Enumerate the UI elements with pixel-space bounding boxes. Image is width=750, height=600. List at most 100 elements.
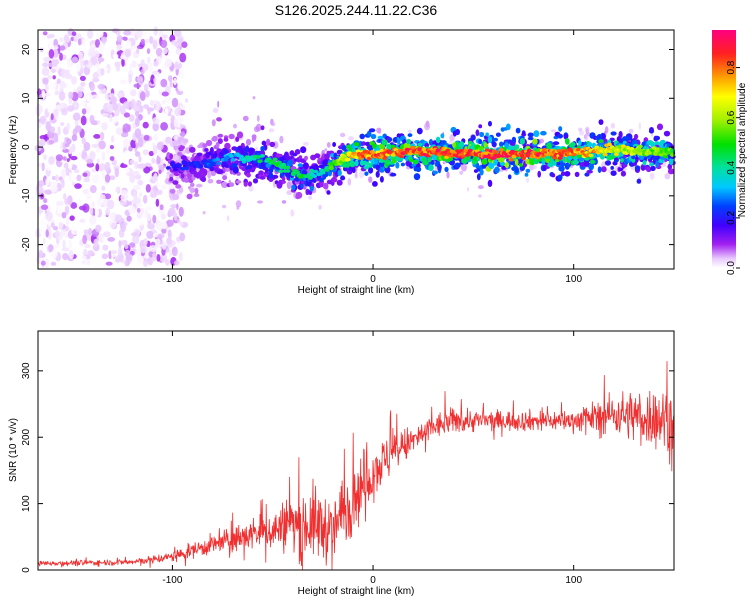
spectrogram-noise-blob [170,115,175,124]
snr-frame [37,330,675,571]
spectrogram-noise-blob [100,194,106,200]
spectrogram-noise-blob [79,75,86,81]
spectrogram-noise-blob [152,185,158,190]
spectrogram-noise-blob [126,215,132,222]
spectrogram-ridge-blob [319,177,324,182]
spectrogram-ridge-blob [400,162,405,167]
spectrogram-noise-blob [79,218,86,223]
spectrogram-noise-blob [45,83,49,93]
spectrogram-noise-blob [46,164,52,171]
spectrogram-ridge-blob [309,168,315,173]
spectrogram-noise-blob [120,192,129,202]
spectrogram-ridge-blob [340,176,346,181]
snr-ticks: -100 0 100 0 100 200 300 [21,331,674,586]
spectrogram-ridge-blob [505,123,511,131]
spectrogram-ridge-blob [303,162,309,170]
spectrogram-ridge-blob [169,153,173,160]
spectrogram-y-tick-label: -20 [21,237,32,252]
spectrogram-noise-blob [110,96,117,104]
spectrogram-ridge-blob [475,129,480,137]
spectrogram-ridge-blob [189,146,196,153]
spectrogram-noise-blob [129,173,136,184]
spectrogram-ridge-blob [546,142,552,150]
spectrogram-noise-blob [77,33,82,39]
spectrogram-noise-blob [48,139,55,145]
spectrogram-noise-blob [41,67,50,76]
spectrogram-noise-blob [168,207,176,217]
spectrogram-noise-blob [177,118,181,128]
spectrogram-noise-blob [279,135,284,144]
spectrogram-noise-blob [156,141,164,151]
spectrogram-ridge-blob [224,142,231,150]
spectrogram-noise-blob [57,205,63,214]
spectrogram-ridge-blob [514,166,519,174]
spectrogram-ridge-blob [215,141,220,148]
spectrogram-noise-blob [38,249,44,258]
spectrogram-ridge-blob [223,149,229,155]
spectrogram-noise-blob [235,200,242,208]
spectrogram-ridge-blob [299,183,304,189]
spectrogram-noise-blob [76,198,82,208]
spectrogram-ridge-blob [372,181,378,187]
spectrogram-noise-blob [253,126,260,133]
spectrogram-ridge-blob [637,144,643,149]
spectrogram-noise-blob [174,107,182,117]
spectrogram-noise-blob [318,204,322,210]
spectrogram-ridge-blob [235,180,242,184]
spectrogram-ridge-blob [177,151,183,156]
spectrogram-ridge-blob [533,130,540,138]
spectrogram-noise-blob [89,215,97,225]
spectrogram-noise-blob [43,258,50,269]
spectrogram-ridge-blob [515,127,521,134]
spectrogram-ridge-blob [324,166,330,170]
spectrogram-noise-blob [97,120,101,125]
spectrogram-ridge-blob [228,133,235,140]
spectrogram-ridge-blob [269,141,276,148]
spectrogram-ridge-blob [354,160,359,167]
spectrogram-ridge-blob [212,135,218,142]
spectrogram-noise-blob [162,47,168,55]
spectrogram-noise-blob [52,48,59,58]
spectrogram-ridge-blob [617,167,624,172]
spectrogram-ridge-blob [328,166,334,171]
spectrogram-ridge-blob [578,140,582,146]
spectrogram-ridge-blob [336,179,343,186]
spectrogram-ridge-blob [412,159,419,165]
spectrogram-ridge-blob [475,164,480,169]
spectrogram-noise-blob [408,129,412,133]
spectrogram-noise-blob [64,198,69,206]
spectrogram-noise-blob [136,208,141,213]
spectrogram-noise-blob [162,99,166,105]
spectrogram-ridge-blob [298,155,303,160]
spectrogram-noise-blob [585,126,590,134]
colorbar-tick-label: 0.4 [726,160,737,174]
spectrogram-noise-blob [68,146,73,155]
spectrogram-noise-blob [173,29,182,37]
spectrogram-noise-blob [105,207,110,216]
spectrogram-ridge-blob [650,141,656,148]
spectrogram-noise-blob [461,163,467,172]
snr-y-tick-label: 200 [21,428,32,445]
spectrogram-noise-blob [73,169,80,174]
spectrogram-noise-blob [50,184,58,193]
spectrogram-ridge-blob [361,141,366,146]
spectrogram-ridge-blob [527,136,534,141]
spectrogram-ridge-blob [535,155,541,160]
spectrogram-noise-blob [160,184,168,190]
spectrogram-noise-blob [135,142,139,149]
spectrogram-x-tick-label: -100 [162,274,182,285]
spectrogram-ridge-blob [377,135,384,140]
spectrogram-noise-blob [37,180,45,187]
spectrogram-ridge-blob [566,163,572,168]
spectrogram-noise-blob [72,174,76,183]
colorbar-tick-label: 0.8 [726,60,737,74]
spectrogram-noise-blob [94,207,99,217]
spectrogram-ridge-blob [525,168,531,173]
spectrogram-ridge-blob [540,130,547,136]
spectrogram-noise-blob [133,195,138,203]
spectrogram-noise-blob [143,238,148,246]
spectrogram-ridge-blob [186,172,193,180]
spectrogram-noise-blob [78,205,87,211]
spectrogram-ridge-blob [257,159,263,164]
spectrogram-ridge-blob [598,119,604,125]
